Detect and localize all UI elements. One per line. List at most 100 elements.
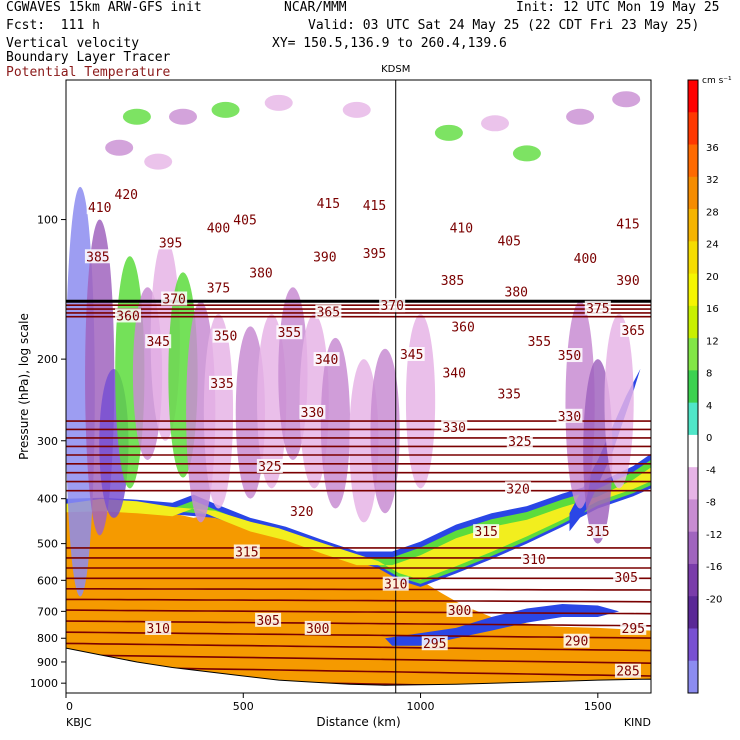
theta-label-bg <box>506 433 533 448</box>
theta-label-bg <box>448 220 475 235</box>
theta-label: 330 <box>558 410 581 425</box>
theta-label-bg <box>441 419 468 434</box>
colorbar-label: -4 <box>706 465 716 476</box>
theta-label: 295 <box>423 637 446 652</box>
theta-label-bg <box>614 216 641 231</box>
theta-label: 295 <box>622 622 645 637</box>
theta-label: 325 <box>258 460 281 475</box>
x-axis-label: Distance (km) <box>316 715 400 729</box>
colorbar-label: -16 <box>706 562 722 573</box>
station-label-mid: KDSM <box>381 64 410 75</box>
theta-label: 370 <box>162 292 185 307</box>
theta-label-bg <box>161 291 188 306</box>
theta-label-bg <box>361 245 388 260</box>
theta-label: 320 <box>506 482 529 497</box>
theta-label-bg <box>233 544 260 559</box>
theta-label: 350 <box>558 349 581 364</box>
theta-label: 420 <box>115 188 138 203</box>
theta-label: 330 <box>442 421 465 436</box>
theta-label-bg <box>315 195 342 210</box>
colorbar-swatch <box>688 596 698 629</box>
theta-contour <box>66 588 651 591</box>
theta-label: 400 <box>207 221 230 236</box>
theta-label-bg <box>446 602 473 617</box>
colorbar-label: 20 <box>706 272 719 283</box>
theta-label: 410 <box>450 221 473 236</box>
colorbar-swatch <box>688 402 698 436</box>
theta-label-bg <box>614 663 641 678</box>
theta-label: 355 <box>528 335 551 350</box>
theta-label: 385 <box>86 250 109 265</box>
theta-label-bg <box>313 352 340 367</box>
colorbar-label: 32 <box>706 175 719 186</box>
theta-contour <box>66 609 651 615</box>
colorbar-swatch <box>688 273 698 307</box>
theta-label-bg <box>563 633 590 648</box>
theta-label-bg <box>521 552 547 567</box>
y-tick-label: 900 <box>37 656 58 669</box>
vv-blob <box>434 124 463 141</box>
theta-label: 360 <box>116 309 139 324</box>
colorbar-swatch <box>688 370 698 404</box>
theta-label-bg <box>503 284 530 299</box>
theta-label: 405 <box>233 214 256 229</box>
y-tick-label: 1000 <box>30 677 58 690</box>
xy-range: XY= 150.5,136.9 to 260.4,139.6 <box>272 36 507 51</box>
theta-label-bg <box>379 298 406 313</box>
colorbar-label: -20 <box>706 594 722 605</box>
colorbar-swatch <box>688 80 698 113</box>
plot-frame <box>65 79 652 694</box>
model-title: CGWAVES 15km ARW-GFS init <box>6 0 202 15</box>
colorbar-swatch <box>688 112 698 146</box>
vv-blob <box>612 91 641 108</box>
theta-label: 300 <box>306 622 329 637</box>
vv-blob <box>512 145 541 162</box>
theta-label-bg <box>421 636 448 651</box>
theta-label-bg <box>209 375 235 390</box>
field-potential-temperature: Potential Temperature <box>6 65 171 80</box>
theta-label: 405 <box>497 235 520 250</box>
theta-label-bg <box>584 524 611 539</box>
theta-label: 315 <box>474 525 497 540</box>
theta-label: 355 <box>278 326 301 341</box>
theta-label: 345 <box>146 335 169 350</box>
field-boundary-layer-tracer: Boundary Layer Tracer <box>6 50 171 65</box>
colorbar-label: 36 <box>706 143 719 154</box>
y-tick-label: 600 <box>37 574 58 587</box>
theta-label-bg <box>113 186 140 201</box>
colorbar-swatch <box>688 209 698 242</box>
theta-label-bg <box>299 404 326 419</box>
theta-label: 285 <box>616 665 639 680</box>
theta-label-bg <box>232 212 259 227</box>
theta-label-bg <box>361 197 388 212</box>
theta-label-bg <box>255 612 282 627</box>
theta-label-bg <box>613 569 640 584</box>
x-tick-label: 0 <box>66 700 73 713</box>
init-time: Init: 12 UTC Mon 19 May 25 <box>516 0 720 15</box>
theta-label-bg <box>441 365 468 380</box>
theta-label: 380 <box>249 266 272 281</box>
theta-label: 360 <box>451 320 474 335</box>
theta-label-bg <box>205 220 232 235</box>
theta-label-bg <box>398 347 425 362</box>
forecast-hour: Fcst: 111 h <box>6 18 100 33</box>
theta-label-bg <box>315 304 342 319</box>
theta-label-bg <box>382 576 409 591</box>
theta-label: 365 <box>622 324 645 339</box>
terrain <box>66 647 651 693</box>
theta-label-bg <box>157 235 184 250</box>
theta-label-bg <box>450 319 477 334</box>
theta-contour <box>66 654 651 664</box>
theta-label-bg <box>248 265 274 280</box>
theta-label: 385 <box>441 274 464 289</box>
theta-label-bg <box>496 233 523 248</box>
theta-label-bg <box>86 200 113 215</box>
colorbar-swatch <box>688 338 698 371</box>
theta-label-bg <box>115 308 142 323</box>
vv-blob <box>122 108 151 125</box>
theta-label: 290 <box>565 635 588 650</box>
colorbar-units: cm s⁻¹ <box>702 76 732 86</box>
colorbar-label: 24 <box>706 240 719 251</box>
valid-time: Valid: 03 UTC Sat 24 May 25 (22 CDT Fri … <box>308 18 700 33</box>
y-tick-label: 200 <box>37 353 58 366</box>
